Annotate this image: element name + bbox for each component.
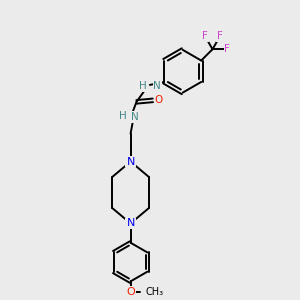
Text: H: H (119, 111, 127, 121)
Text: F: F (224, 44, 230, 54)
Text: O: O (155, 95, 163, 105)
Text: O: O (126, 287, 135, 297)
Text: N: N (154, 81, 161, 92)
Text: F: F (217, 32, 223, 41)
Text: N: N (126, 157, 135, 166)
Text: H: H (139, 81, 147, 92)
Text: N: N (126, 218, 135, 228)
Text: CH₃: CH₃ (146, 287, 164, 297)
Text: N: N (130, 112, 138, 122)
Text: F: F (202, 32, 208, 41)
